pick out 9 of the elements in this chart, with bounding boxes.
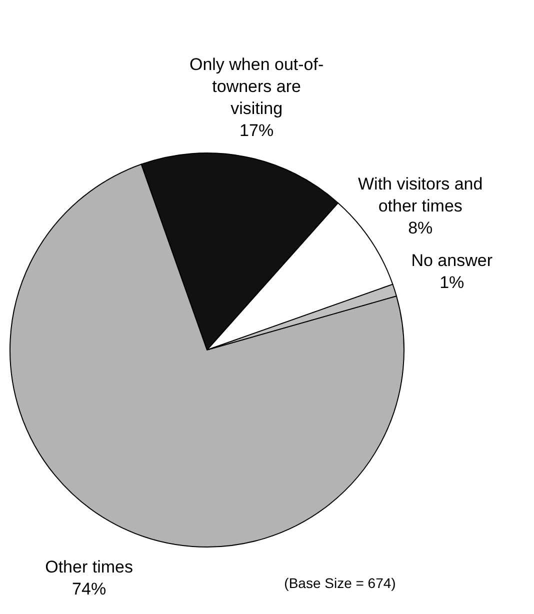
data-label: 8% xyxy=(408,218,433,238)
data-label: 17% xyxy=(240,120,274,140)
slice-label: No answer xyxy=(411,250,493,270)
data-label: 1% xyxy=(440,272,464,292)
slice-label: Other times xyxy=(45,557,133,576)
slice-label: Only when out-of-towners are visiting xyxy=(189,54,324,118)
text: (Base Size = 674) xyxy=(284,575,396,591)
data-label: 74% xyxy=(72,579,106,598)
slice-label: With visitors and other times xyxy=(358,174,483,216)
